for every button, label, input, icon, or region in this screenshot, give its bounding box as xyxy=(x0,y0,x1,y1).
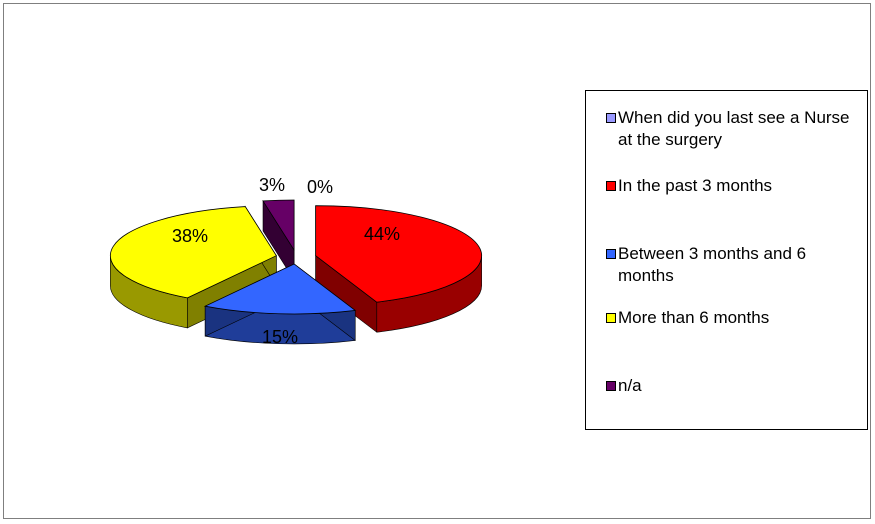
pie-slice-top xyxy=(110,206,277,299)
legend-swatch xyxy=(606,313,616,323)
legend-item-past-3-months: In the past 3 months xyxy=(606,175,864,197)
data-label-in-the-past-3-months: 44% xyxy=(364,224,400,244)
legend-swatch xyxy=(606,249,616,259)
pie-slice-top xyxy=(315,205,482,303)
pie-slice-more-than-6-months xyxy=(110,205,277,329)
legend-label: Between 3 months and 6 months xyxy=(618,244,807,285)
legend-swatch xyxy=(606,113,616,123)
legend-swatch xyxy=(606,181,616,191)
legend-item-3-to-6-months: Between 3 months and 6 months xyxy=(606,243,864,287)
legend-label: In the past 3 months xyxy=(618,176,773,195)
pie-slice-in-the-past-3-months xyxy=(315,205,482,333)
pie-slice-top xyxy=(262,199,295,252)
data-label-n-a: 3% xyxy=(259,175,285,195)
legend-label: More than 6 months xyxy=(618,308,770,327)
data-label-more-than-6-months: 38% xyxy=(172,226,208,246)
pie-slice-top xyxy=(203,263,357,315)
pie-slice-between-3-months-and-6-months xyxy=(203,263,357,345)
data-label-when-did-you-last-see-a-nurse-at-the-surgery: 0% xyxy=(307,177,333,197)
data-label-between-3-months-and-6-months: 15% xyxy=(262,327,298,347)
chart-legend: When did you last see a Nurse at the sur… xyxy=(585,90,868,430)
legend-item-nurse-question: When did you last see a Nurse at the sur… xyxy=(606,107,864,151)
legend-item-more-than-6-months: More than 6 months xyxy=(606,307,864,329)
legend-label: n/a xyxy=(618,376,642,395)
legend-label: When did you last see a Nurse at the sur… xyxy=(618,108,850,149)
legend-item-na: n/a xyxy=(606,375,864,397)
legend-swatch xyxy=(606,381,616,391)
